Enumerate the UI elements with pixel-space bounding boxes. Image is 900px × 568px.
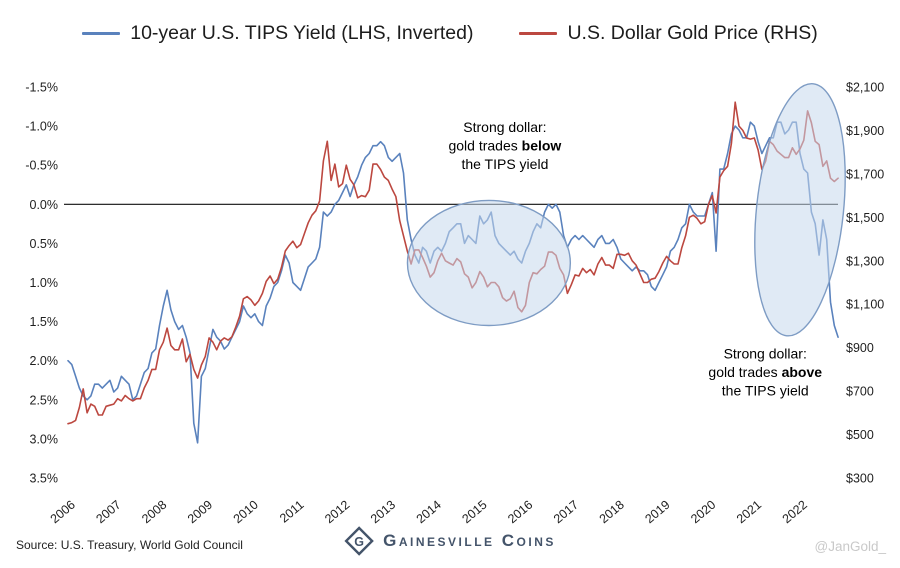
svg-text:gold trades below: gold trades below [448, 137, 561, 153]
svg-text:$700: $700 [846, 385, 874, 399]
svg-text:1.0%: 1.0% [30, 276, 59, 290]
svg-text:$1,900: $1,900 [846, 124, 884, 138]
chart-legend: 10-year U.S. TIPS Yield (LHS, Inverted) … [0, 22, 900, 45]
gainesville-coins-logo: G Gainesville Coins [344, 526, 556, 556]
svg-text:2022: 2022 [780, 498, 810, 527]
tips-yield-line-swatch [82, 32, 121, 35]
svg-text:2.0%: 2.0% [30, 354, 59, 368]
svg-text:2009: 2009 [185, 498, 215, 527]
svg-text:the TIPS yield: the TIPS yield [722, 383, 809, 399]
svg-text:$300: $300 [846, 472, 874, 486]
svg-text:2008: 2008 [139, 498, 169, 527]
svg-text:$1,300: $1,300 [846, 254, 884, 268]
svg-text:2011: 2011 [277, 498, 307, 526]
svg-text:2014: 2014 [414, 498, 444, 527]
svg-text:2006: 2006 [48, 498, 78, 527]
svg-text:2.5%: 2.5% [30, 393, 59, 407]
svg-text:Strong dollar:: Strong dollar: [463, 119, 546, 135]
svg-text:gold trades above: gold trades above [708, 364, 822, 380]
svg-text:0.0%: 0.0% [30, 198, 59, 212]
legend-label-tips-yield: 10-year U.S. TIPS Yield (LHS, Inverted) [130, 22, 474, 44]
svg-text:2020: 2020 [688, 498, 718, 527]
svg-text:2019: 2019 [642, 498, 672, 527]
legend-label-gold-price: U.S. Dollar Gold Price (RHS) [567, 22, 818, 44]
source-note: Source: U.S. Treasury, World Gold Counci… [16, 538, 243, 552]
svg-text:2015: 2015 [459, 498, 489, 527]
logo-monogram: G [354, 535, 364, 549]
svg-text:Strong dollar:: Strong dollar: [724, 346, 807, 362]
svg-text:3.0%: 3.0% [30, 432, 59, 446]
svg-text:$500: $500 [846, 428, 874, 442]
logo-text: Gainesville Coins [383, 531, 556, 550]
svg-text:-0.5%: -0.5% [25, 159, 58, 173]
gold-price-line-swatch [519, 32, 558, 35]
svg-text:2021: 2021 [734, 498, 764, 527]
legend-item-tips-yield: 10-year U.S. TIPS Yield (LHS, Inverted) [82, 22, 473, 45]
svg-text:-1.5%: -1.5% [25, 81, 58, 95]
svg-text:$1,700: $1,700 [846, 167, 884, 181]
svg-text:2016: 2016 [505, 498, 535, 527]
gainesville-coins-logo-icon: G [344, 526, 374, 556]
svg-text:$2,100: $2,100 [846, 81, 884, 95]
legend-item-gold-price: U.S. Dollar Gold Price (RHS) [519, 22, 818, 45]
twitter-handle: @JanGold_ [814, 539, 887, 554]
svg-text:-1.0%: -1.0% [25, 120, 58, 134]
svg-text:2017: 2017 [551, 498, 581, 527]
svg-text:2007: 2007 [93, 498, 123, 527]
svg-text:1.5%: 1.5% [30, 315, 59, 329]
svg-text:$1,500: $1,500 [846, 211, 884, 225]
svg-text:the TIPS yield: the TIPS yield [461, 156, 548, 172]
svg-text:2013: 2013 [368, 498, 398, 527]
svg-text:0.5%: 0.5% [30, 237, 59, 251]
svg-text:$900: $900 [846, 341, 874, 355]
svg-text:2010: 2010 [231, 498, 261, 527]
svg-text:2012: 2012 [322, 498, 352, 527]
svg-text:$1,100: $1,100 [846, 298, 884, 312]
svg-text:3.5%: 3.5% [30, 472, 59, 486]
svg-text:2018: 2018 [597, 498, 627, 527]
